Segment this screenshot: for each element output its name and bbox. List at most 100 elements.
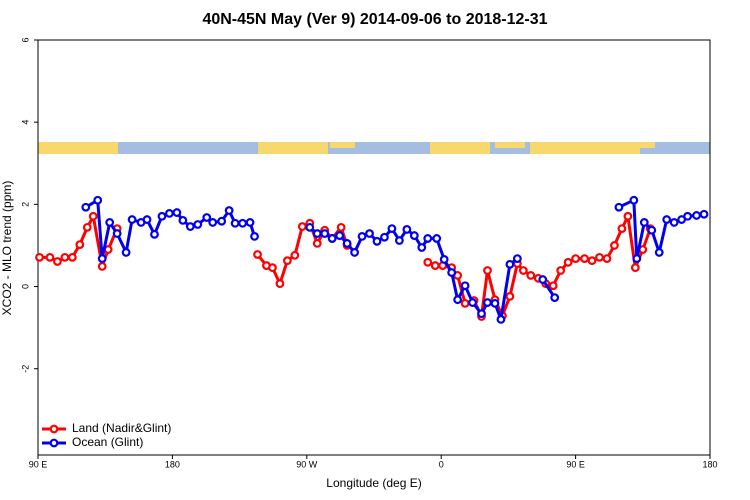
plot-frame: [37, 39, 711, 456]
y-tick-label: -2: [20, 365, 30, 373]
land-strip: [38, 142, 118, 154]
land-ocean-strip: [38, 142, 710, 154]
data-point: [430, 261, 440, 270]
data-point: [483, 266, 492, 275]
data-point: [447, 268, 457, 277]
data-point: [45, 252, 55, 262]
data-point: [75, 240, 85, 250]
data-point: [417, 243, 427, 252]
data-point: [320, 229, 330, 238]
data-point: [53, 257, 62, 266]
data-point: [165, 208, 174, 218]
data-point: [208, 218, 218, 227]
data-point: [305, 222, 315, 232]
legend-label: Ocean (Glint): [72, 435, 143, 449]
data-point: [230, 218, 240, 228]
data-point: [460, 281, 470, 291]
legend-label: Land (Nadir&Glint): [72, 421, 171, 435]
data-point: [512, 254, 522, 263]
data-point: [178, 215, 188, 225]
data-point: [282, 256, 292, 266]
data-point: [217, 216, 227, 226]
data-point: [571, 254, 580, 263]
data-point: [350, 248, 359, 257]
data-point: [669, 218, 679, 227]
data-point: [81, 202, 91, 212]
x-tick-label: 90 W: [296, 459, 318, 469]
land-strip: [640, 142, 655, 148]
data-point: [623, 211, 633, 221]
data-point: [172, 208, 182, 217]
data-point: [629, 195, 639, 205]
data-point: [550, 293, 560, 303]
data-point: [683, 211, 692, 221]
data-point: [250, 232, 259, 241]
data-point: [439, 255, 449, 264]
data-point: [357, 232, 367, 241]
data-point: [60, 252, 70, 262]
data-point: [202, 213, 212, 222]
data-point: [387, 224, 397, 233]
data-point: [245, 218, 255, 227]
data-point: [105, 218, 115, 227]
data-point: [93, 195, 103, 205]
data-point: [409, 231, 419, 240]
data-point: [327, 234, 337, 243]
data-point: [394, 236, 404, 245]
data-point: [505, 291, 515, 301]
data-point: [518, 266, 528, 275]
data-point: [312, 229, 322, 238]
data-point: [556, 266, 566, 275]
data-point: [157, 211, 167, 221]
land-strip: [430, 142, 490, 154]
data-point: [453, 295, 463, 305]
series-line: [85, 198, 705, 321]
data-point: [275, 279, 285, 289]
data-point: [496, 315, 506, 324]
data-point: [290, 250, 300, 260]
data-point: [142, 215, 152, 224]
data-point: [580, 254, 589, 263]
data-point: [238, 218, 247, 228]
x-tick-label: 0: [439, 459, 444, 469]
y-tick-label: 2: [20, 202, 30, 207]
x-tick-label: 180: [702, 459, 717, 469]
data-point: [662, 215, 672, 224]
data-point: [639, 218, 649, 227]
y-tick-label: 4: [20, 120, 30, 125]
data-point: [432, 234, 442, 243]
land-strip: [330, 142, 355, 148]
data-point: [587, 256, 597, 266]
data-point: [563, 257, 573, 267]
x-tick-label: 180: [165, 459, 180, 469]
data-point: [632, 254, 642, 263]
data-point: [97, 262, 107, 271]
data-point: [617, 224, 627, 233]
data-point: [297, 222, 307, 231]
data-point: [595, 252, 604, 262]
data-point: [121, 248, 131, 257]
data-point: [336, 222, 346, 232]
data-point: [67, 252, 77, 262]
data-point: [423, 257, 433, 267]
data-point: [602, 254, 612, 263]
data-point: [505, 259, 515, 269]
data-point: [253, 250, 262, 259]
data-point: [335, 231, 345, 240]
data-point: [610, 241, 619, 250]
data-point: [538, 275, 548, 284]
data-point: [193, 220, 203, 229]
data-point: [402, 225, 412, 234]
legend-marker: [49, 424, 59, 434]
data-point: [490, 298, 500, 308]
data-point: [526, 271, 536, 280]
x-tick-label: 90 E: [29, 459, 48, 469]
data-point: [699, 209, 709, 219]
data-point: [654, 248, 664, 257]
data-point: [82, 222, 92, 232]
data-point: [372, 236, 382, 246]
data-point: [185, 222, 195, 231]
data-point: [630, 263, 640, 273]
land-strip: [495, 142, 525, 148]
